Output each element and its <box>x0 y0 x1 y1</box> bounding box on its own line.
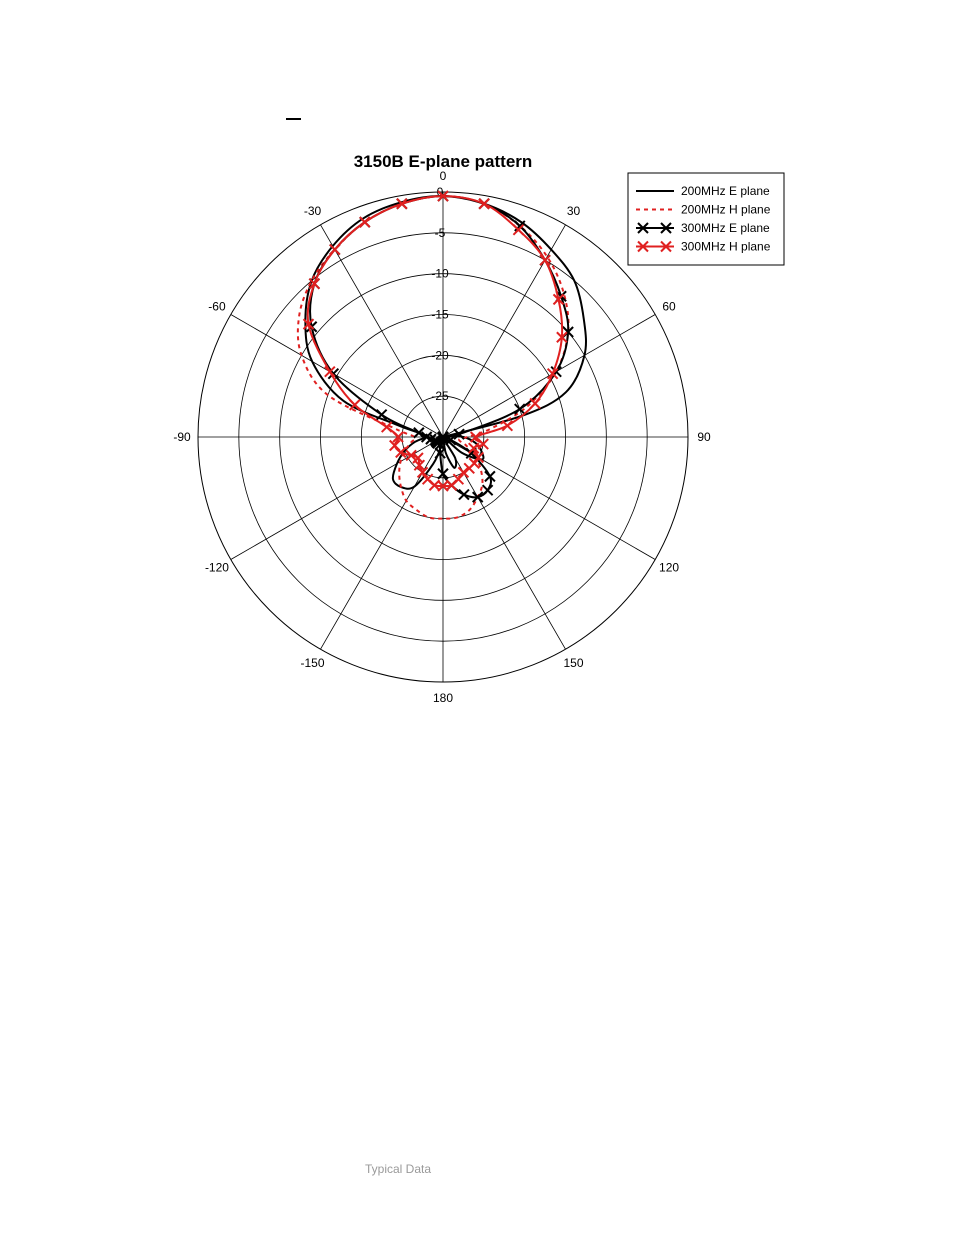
data-point-300mhz-h-plane <box>389 439 401 452</box>
series-200mhz-e-plane <box>304 195 587 490</box>
chart-title: 3150B E-plane pattern <box>354 152 533 171</box>
angle-spoke <box>320 436 444 650</box>
legend: 200MHz E plane 200MHz H plane 300MHz E pla… <box>627 172 785 266</box>
radial-tick-label: -15 <box>431 308 449 322</box>
legend-item-300mhz-h-plane: 300MHz H plane <box>636 240 771 254</box>
angle-tick-label: 180 <box>433 691 453 705</box>
series-layer <box>296 190 587 520</box>
angle-tick-label: -60 <box>208 300 226 314</box>
legend-label: 200MHz H plane <box>681 203 771 217</box>
data-point-300mhz-e-plane <box>413 427 425 439</box>
legend-marker <box>660 222 672 234</box>
data-point-300mhz-h-plane <box>359 216 371 228</box>
data-point-300mhz-h-plane <box>478 198 490 210</box>
legend-box <box>627 172 785 266</box>
data-point-300mhz-e-plane <box>458 488 470 501</box>
data-point-300mhz-h-plane <box>416 466 429 479</box>
data-point-300mhz-h-plane <box>463 462 475 474</box>
angle-spoke <box>442 314 656 438</box>
footer-caption: Typical Data <box>365 1162 432 1176</box>
data-point-300mhz-e-plane <box>472 491 484 503</box>
data-point-300mhz-h-plane <box>302 318 315 330</box>
legend-item-200mhz-e-plane: 200MHz E plane <box>636 184 770 198</box>
angle-spoke <box>230 314 444 438</box>
data-point-300mhz-h-plane <box>529 397 541 410</box>
radial-tick-label: -5 <box>435 226 446 240</box>
data-point-300mhz-e-plane <box>437 468 449 480</box>
data-point-300mhz-e-plane <box>429 434 442 446</box>
angle-tick-label: -90 <box>173 430 191 444</box>
data-point-300mhz-e-plane <box>514 403 526 415</box>
legend-label: 300MHz E plane <box>681 221 770 235</box>
data-point-300mhz-h-plane <box>539 254 551 266</box>
series-line-200mhz-h-plane <box>296 195 570 520</box>
data-point-300mhz-h-plane <box>501 419 514 432</box>
angle-tick-label: 60 <box>662 300 676 314</box>
legend-item-300mhz-e-plane: 300MHz E plane <box>636 221 770 235</box>
data-point-300mhz-h-plane <box>437 190 449 202</box>
angle-tick-label: -120 <box>205 561 229 575</box>
data-point-300mhz-h-plane <box>412 452 424 464</box>
data-point-300mhz-h-plane <box>380 421 393 433</box>
data-point-300mhz-h-plane <box>349 399 361 411</box>
data-point-300mhz-h-plane <box>329 243 341 256</box>
angle-tick-label: 150 <box>563 656 583 670</box>
data-point-300mhz-h-plane <box>396 198 408 210</box>
data-point-300mhz-h-plane <box>472 451 485 464</box>
angle-spoke <box>230 436 444 560</box>
data-point-300mhz-h-plane <box>421 473 434 485</box>
legend-label: 200MHz E plane <box>681 184 770 198</box>
legend-marker <box>637 240 649 253</box>
radial-tick-label: -20 <box>431 348 449 362</box>
series-200mhz-h-plane <box>296 195 570 520</box>
data-point-300mhz-h-plane <box>512 224 525 236</box>
angle-tick-label: -30 <box>304 204 322 218</box>
angle-tick-label: -150 <box>300 656 324 670</box>
data-point-300mhz-h-plane <box>467 442 480 454</box>
angle-tick-label: 30 <box>567 204 581 218</box>
data-point-300mhz-h-plane <box>546 368 559 380</box>
legend-item-200mhz-h-plane: 200MHz H plane <box>636 203 771 217</box>
radial-tick-label: -10 <box>431 267 449 281</box>
series-line-200mhz-e-plane <box>304 195 587 490</box>
angle-spoke <box>442 436 566 650</box>
data-point-300mhz-h-plane <box>457 466 470 479</box>
data-point-300mhz-h-plane <box>324 365 336 378</box>
data-point-300mhz-e-plane <box>420 431 433 443</box>
page-marker-dash <box>286 118 301 120</box>
angle-tick-label: 90 <box>697 430 711 444</box>
data-point-300mhz-e-plane <box>444 434 457 446</box>
series-300mhz-h-plane <box>302 190 568 492</box>
data-point-300mhz-h-plane <box>405 449 417 462</box>
data-point-300mhz-e-plane <box>481 484 494 496</box>
polar-grid: 0-5-10-15-20-250306090120150180-150-120-… <box>173 169 711 705</box>
angle-tick-label: 0 <box>440 169 447 183</box>
data-point-300mhz-h-plane <box>308 278 321 290</box>
legend-marker <box>660 240 672 253</box>
angle-tick-label: 120 <box>659 561 679 575</box>
data-point-300mhz-e-plane <box>434 447 446 459</box>
legend-label: 300MHz H plane <box>681 240 771 254</box>
angle-spoke <box>320 224 444 438</box>
data-point-300mhz-h-plane <box>552 293 565 306</box>
legend-marker <box>637 222 649 234</box>
data-point-300mhz-e-plane <box>484 470 496 483</box>
data-point-300mhz-h-plane <box>477 438 489 450</box>
data-point-300mhz-h-plane <box>392 431 404 443</box>
radial-tick-label: -25 <box>431 389 449 403</box>
data-point-300mhz-e-plane <box>453 428 465 440</box>
data-point-300mhz-h-plane <box>556 331 568 343</box>
data-point-300mhz-e-plane <box>375 408 388 421</box>
